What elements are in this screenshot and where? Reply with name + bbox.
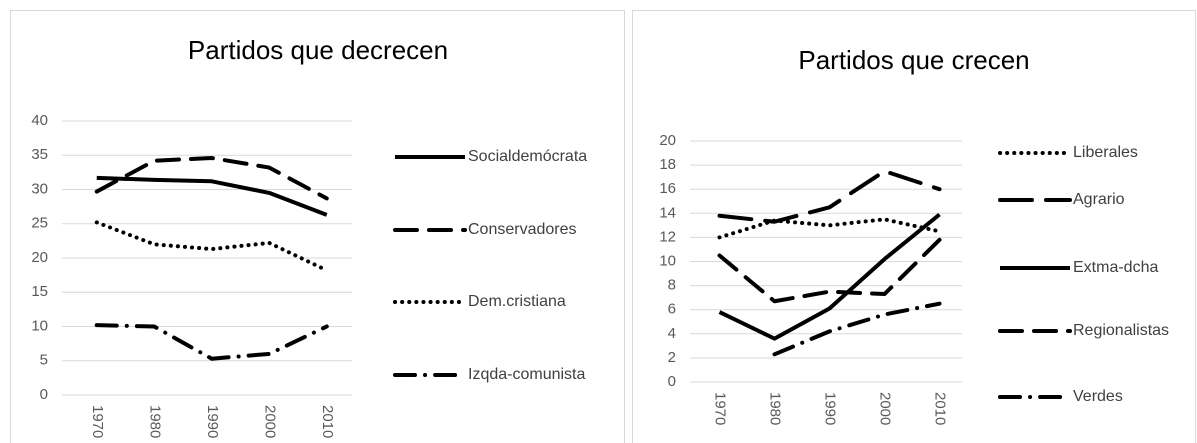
chart-title: Partidos que crecen [798, 45, 1029, 75]
y-tick-label: 10 [659, 252, 676, 269]
y-tick-label: 25 [31, 215, 48, 232]
series-line [94, 323, 329, 361]
series-line [717, 237, 942, 304]
series-line [94, 155, 329, 201]
legend-label: Agrario [1073, 191, 1125, 208]
chart: Partidos que crecen 0 2 4 6 8 10 12 14 16 18 20 1970… [632, 10, 1196, 443]
panel-border [632, 10, 1196, 443]
x-tick-label: 1990 [204, 405, 221, 438]
x-tick-label: 2000 [261, 405, 278, 438]
legend-label: Verdes [1073, 388, 1123, 405]
y-tick-label: 20 [31, 249, 48, 266]
series-line [718, 212, 941, 341]
legend-label: Socialdemócrata [468, 148, 587, 165]
y-tick-label: 6 [668, 301, 676, 318]
y-tick-label: 8 [668, 277, 676, 294]
y-tick-label: 20 [659, 132, 676, 149]
x-tick-label: 2010 [932, 392, 949, 425]
legend-label: Izqda-comunista [468, 366, 585, 383]
y-tick-label: 14 [659, 204, 676, 221]
y-tick-label: 0 [668, 373, 676, 390]
y-tick-label: 4 [668, 325, 676, 342]
y-tick-label: 18 [659, 156, 676, 173]
panel-border [10, 10, 625, 443]
y-tick-label: 5 [40, 352, 48, 369]
x-tick-label: 1970 [712, 392, 729, 425]
y-tick-label: 12 [659, 228, 676, 245]
y-tick-label: 35 [31, 146, 48, 163]
legend-label: Dem.cristiana [468, 293, 566, 310]
legend-label: Extma-dcha [1073, 259, 1158, 276]
series-line [94, 220, 329, 273]
series-line [717, 217, 942, 240]
legend-label: Regionalistas [1073, 322, 1169, 339]
x-tick-label: 1980 [767, 392, 784, 425]
series-line [96, 175, 328, 217]
x-tick-label: 1980 [146, 405, 163, 438]
y-tick-label: 15 [31, 283, 48, 300]
y-tick-label: 40 [31, 112, 48, 129]
series-line [717, 169, 942, 224]
chart: Partidos que decrecen 0 5 10 15 20 25 30 35 40 197… [10, 10, 625, 443]
y-tick-label: 10 [31, 317, 48, 334]
y-tick-label: 0 [40, 386, 48, 403]
series-line [772, 301, 942, 357]
y-tick-label: 30 [31, 180, 48, 197]
legend-label: Liberales [1073, 144, 1138, 161]
x-tick-label: 2010 [319, 405, 336, 438]
x-tick-label: 2000 [877, 392, 894, 425]
y-tick-label: 16 [659, 180, 676, 197]
x-tick-label: 1970 [89, 405, 106, 438]
y-tick-label: 2 [668, 349, 676, 366]
x-tick-label: 1990 [822, 392, 839, 425]
legend-label: Conservadores [468, 221, 577, 238]
chart-title: Partidos que decrecen [188, 35, 448, 65]
